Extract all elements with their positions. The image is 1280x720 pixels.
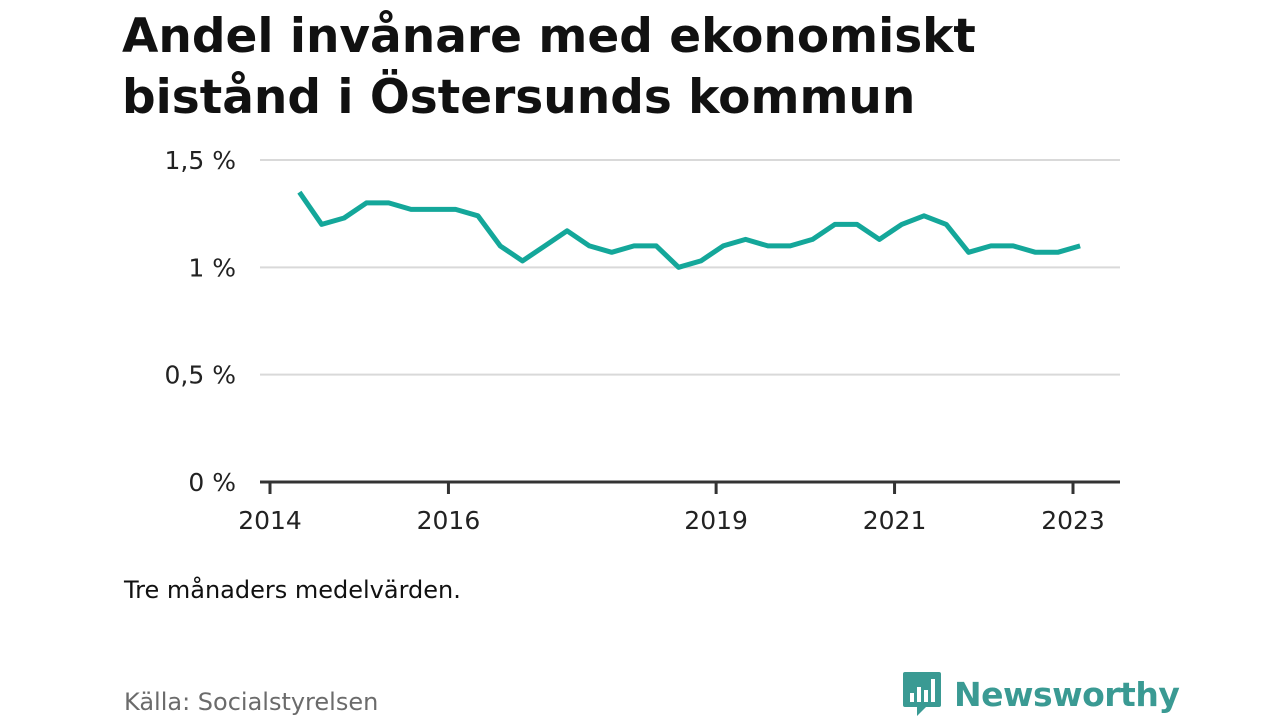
source-credit: Källa: Socialstyrelsen: [124, 688, 379, 716]
y-tick-label: 1 %: [188, 253, 236, 282]
x-tick-label: 2023: [1041, 506, 1105, 535]
chart-title: Andel invånare med ekonomiskt bistånd i …: [122, 6, 1122, 128]
x-tick-label: 2014: [238, 506, 302, 535]
chart-note: Tre månaders medelvärden.: [124, 576, 461, 604]
newsworthy-logo: Newsworthy: [902, 671, 1180, 717]
y-tick-label: 0 %: [188, 468, 236, 497]
newsworthy-logo-icon: [903, 672, 941, 716]
x-tick-label: 2016: [417, 506, 481, 535]
chart-title-line-1: Andel invånare med ekonomiskt: [122, 9, 976, 64]
y-tick-label: 0,5 %: [165, 361, 236, 390]
chart-title-line-2: bistånd i Östersunds kommun: [122, 70, 916, 125]
newsworthy-logo-text: Newsworthy: [954, 674, 1180, 714]
x-tick-label: 2021: [863, 506, 927, 535]
series-line: [297, 190, 1081, 270]
x-tick-label: 2019: [684, 506, 748, 535]
y-tick-label: 1,5 %: [165, 146, 236, 175]
